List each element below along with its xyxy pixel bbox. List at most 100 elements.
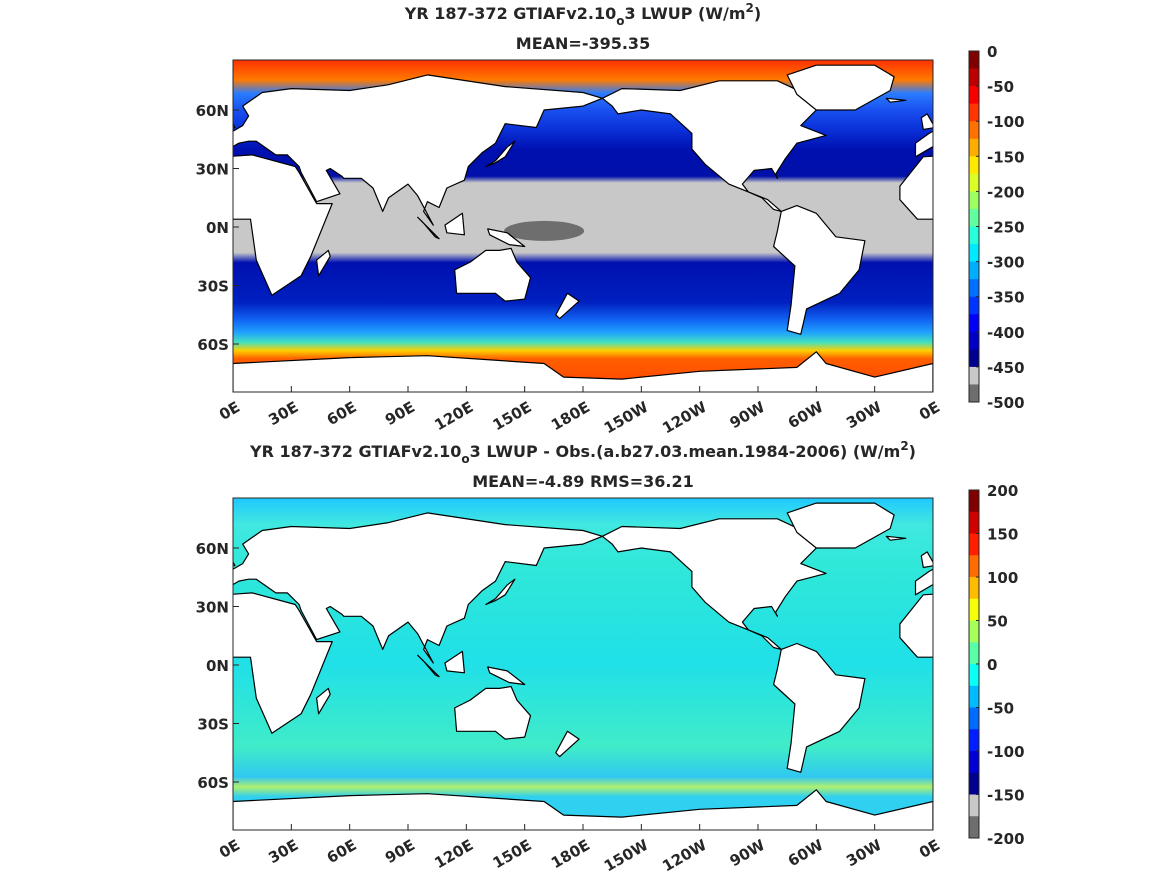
colorbar-segment	[969, 279, 979, 298]
colorbar-segment	[969, 490, 979, 513]
panel-title: YR 187-372 GTIAFv2.10o3 LWUP - Obs.(a.b2…	[249, 439, 916, 466]
y-tick-label: 0N	[206, 657, 229, 675]
land	[233, 154, 333, 296]
land	[485, 578, 516, 606]
x-tick-label: 0E	[916, 398, 943, 424]
land	[1155, 687, 1167, 740]
title-part: 3 LWUP (W/m	[624, 4, 745, 23]
colorbar-segment	[969, 51, 979, 69]
title-part: 3 LWUP - Obs.(a.b27.03.mean.1984-2006) (…	[470, 442, 901, 461]
land	[485, 140, 516, 168]
title-part: YR 187-372 GTIAFv2.10	[404, 4, 616, 23]
land	[920, 551, 933, 569]
panel-title: YR 187-372 GTIAFv2.10o3 LWUP (W/m2)	[404, 1, 761, 28]
land	[487, 228, 526, 248]
y-tick-label: 60S	[197, 774, 229, 792]
colorbar-segment	[969, 173, 979, 192]
colorbar-tick-label: -200	[987, 830, 1025, 848]
colorbar-segment	[969, 244, 979, 262]
land	[233, 74, 604, 226]
x-tick-label: 30W	[843, 398, 885, 433]
x-tick-label: 120E	[431, 836, 476, 872]
colorbar-segment	[969, 208, 979, 227]
colorbar-segment	[969, 191, 979, 210]
colorbar-tick-label: -250	[987, 219, 1025, 237]
land	[914, 130, 933, 158]
colorbar-segment	[969, 707, 979, 730]
land	[555, 292, 580, 320]
colorbar-tick-label: -100	[987, 743, 1025, 761]
land	[417, 654, 440, 678]
title-part: YR 187-372 GTIAFv2.10	[249, 442, 461, 461]
land	[1017, 688, 1031, 713]
land	[233, 351, 933, 392]
land	[1118, 217, 1139, 238]
colorbar-segment	[969, 598, 979, 621]
y-tick-label: 30S	[197, 278, 229, 296]
land	[1145, 213, 1165, 235]
land	[316, 687, 331, 715]
colorbar-tick-label: -150	[987, 787, 1025, 805]
colorbar-segment	[969, 751, 979, 774]
colorbar-segment	[969, 729, 979, 752]
x-tick-label: 90W	[727, 398, 769, 433]
y-tick-label: 60N	[196, 540, 229, 558]
colorbar-tick-label: 50	[987, 613, 1008, 631]
colorbar-segment	[969, 138, 979, 157]
x-tick-label: 60W	[785, 398, 827, 433]
x-tick-label: 90W	[727, 836, 769, 871]
colorbar-tick-label: 100	[987, 569, 1018, 587]
panel-subtitle: MEAN=-4.89 RMS=36.21	[472, 472, 694, 491]
colorbar-tick-label: -100	[987, 113, 1025, 131]
colorbar-tick-label: -200	[987, 183, 1025, 201]
land	[920, 113, 933, 131]
colorbar-segment	[969, 685, 979, 708]
colorbar-tick-label: 200	[987, 482, 1018, 500]
title-part: o	[616, 14, 624, 28]
colorbar-segment	[969, 816, 979, 839]
colorbar-segment	[969, 642, 979, 665]
x-tick-label: 150E	[490, 836, 535, 872]
x-tick-label: 0E	[216, 836, 243, 862]
land	[885, 97, 907, 103]
x-tick-label: 150W	[601, 836, 652, 875]
colorbar-segment	[969, 156, 979, 175]
colorbar-tick-label: -500	[987, 394, 1025, 412]
land	[233, 592, 333, 734]
colorbar-segment	[969, 794, 979, 817]
x-tick-label: 30E	[265, 398, 301, 429]
land	[885, 535, 907, 541]
colorbar-segment	[969, 664, 979, 687]
land	[786, 64, 895, 111]
x-tick-label: 90E	[382, 398, 418, 429]
colorbar-segment	[969, 555, 979, 578]
colorbar-segment	[969, 511, 979, 534]
colorbar-segment	[969, 577, 979, 600]
x-tick-label: 150E	[490, 398, 535, 434]
colorbar-segment	[969, 226, 979, 245]
colorbar-tick-label: -50	[987, 78, 1014, 96]
colorbar-segment	[969, 68, 979, 87]
map-panel: YR 187-372 GTIAFv2.10o3 LWUP (W/m2) MEAN=…	[196, 1, 1167, 438]
x-tick-label: 30W	[843, 836, 885, 871]
land	[1155, 248, 1167, 301]
land	[786, 502, 895, 549]
title-part: 2	[746, 1, 754, 15]
land	[555, 730, 580, 758]
colorbar-segment	[969, 296, 979, 315]
colorbar-tick-label: 150	[987, 526, 1018, 544]
land	[233, 512, 604, 664]
land	[1145, 651, 1165, 672]
land	[772, 642, 866, 773]
title-part: o	[461, 452, 469, 466]
land	[772, 205, 866, 335]
colorbar-segment	[969, 86, 979, 105]
colorbar-segment	[969, 349, 979, 368]
map	[233, 498, 1167, 830]
x-tick-label: 120W	[659, 398, 710, 438]
x-tick-label: 60E	[324, 836, 360, 867]
warm-pool	[504, 220, 585, 241]
x-tick-label: 30E	[265, 836, 301, 867]
title-part: )	[909, 442, 916, 461]
